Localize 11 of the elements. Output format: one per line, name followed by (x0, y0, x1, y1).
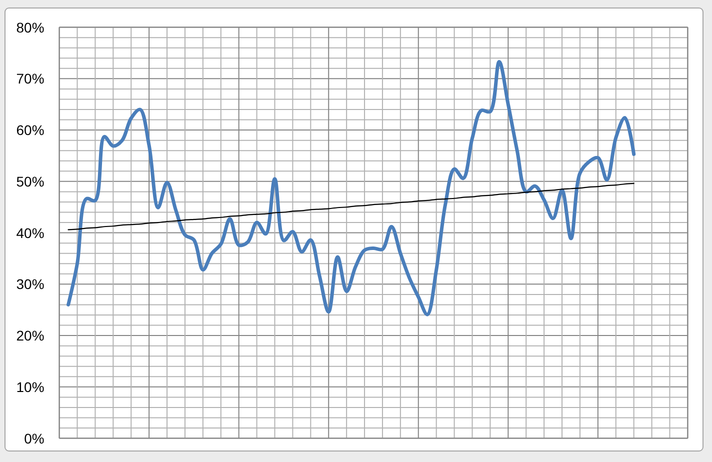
y-tick-label: 80% (16, 19, 44, 36)
y-tick-label: 10% (16, 378, 44, 395)
y-tick-label: 70% (16, 70, 44, 87)
y-tick-label: 0% (24, 430, 44, 446)
y-tick-label: 50% (16, 173, 44, 190)
line-series (66, 60, 636, 316)
y-tick-label: 40% (16, 224, 44, 241)
y-tick-label: 60% (16, 122, 44, 138)
y-tick-label: 30% (16, 276, 44, 292)
y-tick-label: 20% (16, 328, 44, 344)
line-series (68, 182, 634, 230)
